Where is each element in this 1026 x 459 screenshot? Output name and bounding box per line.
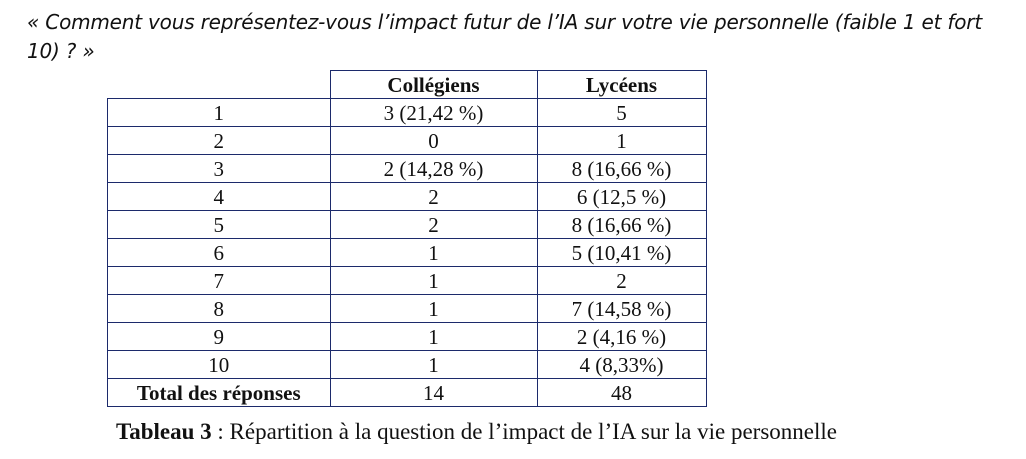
question-text: « Comment vous représentez-vous l’impact…	[27, 10, 982, 63]
row-collegiens-value: 1	[329, 350, 538, 379]
row-score: 6	[107, 238, 331, 267]
row-score: 3	[107, 154, 331, 183]
row-collegiens-value: 1	[329, 266, 538, 295]
results-table: Collégiens Lycéens 1 3 (21,42 %) 5 2 0 1…	[107, 70, 707, 407]
row-score: 8	[107, 294, 331, 323]
row-score: 5	[107, 210, 331, 239]
header-blank-cell	[107, 70, 331, 99]
table-row: 3 2 (14,28 %) 8 (16,66 %)	[107, 154, 707, 183]
total-lyceens: 48	[536, 378, 707, 407]
table-row: 5 2 8 (16,66 %)	[107, 210, 707, 239]
row-lyceens-value: 6 (12,5 %)	[536, 182, 707, 211]
caption-text: : Répartition à la question de l’impact …	[211, 419, 837, 444]
row-lyceens-value: 4 (8,33%)	[536, 350, 707, 379]
total-label: Total des réponses	[107, 378, 331, 407]
row-collegiens-value: 2	[329, 210, 538, 239]
table-row: 9 1 2 (4,16 %)	[107, 322, 707, 351]
row-score: 2	[107, 126, 331, 155]
row-lyceens-value: 1	[536, 126, 707, 155]
row-collegiens-value: 2 (14,28 %)	[329, 154, 538, 183]
table-row: 10 1 4 (8,33%)	[107, 350, 707, 379]
header-lyceens: Lycéens	[536, 70, 707, 99]
row-score: 1	[107, 98, 331, 127]
row-lyceens-value: 2 (4,16 %)	[536, 322, 707, 351]
row-collegiens-value: 1	[329, 322, 538, 351]
table-row: 2 0 1	[107, 126, 707, 155]
table-row: 8 1 7 (14,58 %)	[107, 294, 707, 323]
row-collegiens-value: 0	[329, 126, 538, 155]
row-score: 4	[107, 182, 331, 211]
table-row: 4 2 6 (12,5 %)	[107, 182, 707, 211]
row-lyceens-value: 7 (14,58 %)	[536, 294, 707, 323]
row-lyceens-value: 8 (16,66 %)	[536, 210, 707, 239]
row-score: 7	[107, 266, 331, 295]
total-collegiens: 14	[329, 378, 538, 407]
table-row: 6 1 5 (10,41 %)	[107, 238, 707, 267]
caption-label: Tableau 3	[116, 419, 212, 444]
row-lyceens-value: 5	[536, 98, 707, 127]
table-row: 7 1 2	[107, 266, 707, 295]
row-collegiens-value: 3 (21,42 %)	[329, 98, 538, 127]
row-score: 9	[107, 322, 331, 351]
row-collegiens-value: 2	[329, 182, 538, 211]
row-lyceens-value: 8 (16,66 %)	[536, 154, 707, 183]
table-header-row: Collégiens Lycéens	[107, 70, 707, 99]
table-row: 1 3 (21,42 %) 5	[107, 98, 707, 127]
table-total-row: Total des réponses 14 48	[107, 378, 707, 407]
table-caption: Tableau 3 : Répartition à la question de…	[116, 419, 837, 445]
row-collegiens-value: 1	[329, 294, 538, 323]
row-lyceens-value: 2	[536, 266, 707, 295]
row-score: 10	[107, 350, 331, 379]
row-lyceens-value: 5 (10,41 %)	[536, 238, 707, 267]
row-collegiens-value: 1	[329, 238, 538, 267]
header-collegiens: Collégiens	[329, 70, 538, 99]
